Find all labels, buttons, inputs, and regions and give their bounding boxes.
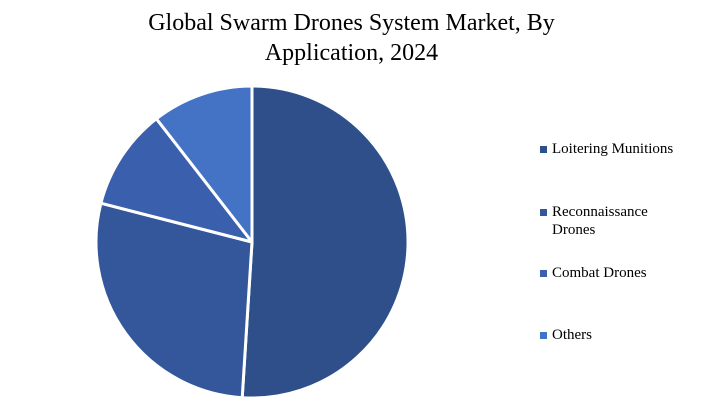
legend-swatch <box>540 209 547 216</box>
legend-item-reconnaissance-drones: Reconnaissance Drones <box>540 203 700 239</box>
legend-item-others: Others <box>540 326 700 344</box>
legend-label: Combat Drones <box>552 265 647 281</box>
legend-label: Others <box>552 327 592 343</box>
legend-swatch <box>540 332 547 339</box>
pie-slice-others <box>154 84 254 244</box>
chart-title: Global Swarm Drones System Market, By Ap… <box>0 8 703 68</box>
legend-swatch <box>540 270 547 277</box>
pie-slice-reconnaissance-drones <box>94 201 254 400</box>
legend-item-loitering-munitions: Loitering Munitions <box>540 140 700 158</box>
chart-title-line-1: Global Swarm Drones System Market, By <box>148 10 555 36</box>
chart-title-line-2: Application, 2024 <box>264 40 439 66</box>
legend-item-combat-drones: Combat Drones <box>540 264 700 282</box>
legend-label: Reconnaissance Drones <box>552 204 648 238</box>
pie-slice-loitering-munitions <box>240 84 410 400</box>
legend-label: Loitering Munitions <box>552 141 674 157</box>
legend-swatch <box>540 146 547 153</box>
pie-slice-combat-drones <box>99 117 254 244</box>
